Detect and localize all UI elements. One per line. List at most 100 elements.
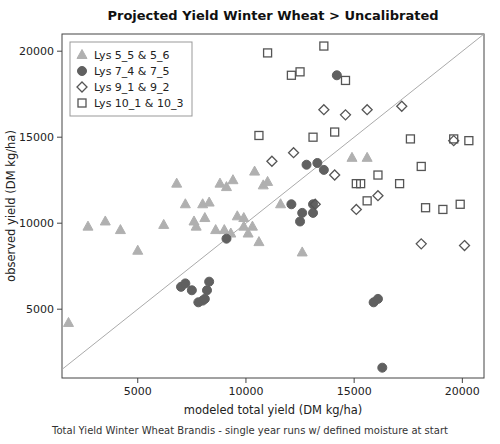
point bbox=[357, 180, 365, 188]
point bbox=[296, 68, 304, 76]
point bbox=[319, 165, 328, 174]
point bbox=[439, 205, 447, 213]
point bbox=[331, 128, 339, 136]
point bbox=[422, 204, 430, 212]
point bbox=[449, 136, 459, 146]
point bbox=[330, 170, 340, 180]
point bbox=[219, 225, 229, 234]
point bbox=[373, 191, 383, 201]
y-tick bbox=[57, 309, 62, 310]
point bbox=[264, 49, 272, 57]
point bbox=[100, 216, 110, 225]
point bbox=[180, 199, 190, 208]
point bbox=[202, 286, 211, 295]
legend-marker bbox=[77, 50, 87, 59]
point bbox=[263, 176, 273, 185]
point bbox=[362, 105, 372, 115]
point bbox=[313, 159, 322, 168]
point bbox=[187, 286, 196, 295]
series bbox=[255, 42, 473, 213]
point bbox=[341, 76, 349, 84]
point bbox=[254, 237, 264, 246]
x-axis-label: modeled total yield (DM kg/ha) bbox=[184, 403, 363, 417]
legend-marker bbox=[77, 82, 87, 92]
point bbox=[247, 221, 257, 230]
point bbox=[340, 110, 350, 120]
point bbox=[287, 71, 295, 79]
point bbox=[320, 42, 328, 50]
x-tick-label: 10000 bbox=[228, 385, 263, 398]
legend-label: Lys 7_4 & 7_5 bbox=[94, 65, 169, 78]
legend-label: Lys 5_5 & 5_6 bbox=[94, 49, 169, 62]
legend-marker bbox=[78, 67, 87, 76]
point bbox=[460, 241, 470, 251]
series bbox=[177, 71, 387, 372]
x-tick-label: 5000 bbox=[124, 385, 152, 398]
x-tick-label: 20000 bbox=[445, 385, 480, 398]
point bbox=[406, 135, 414, 143]
point bbox=[456, 200, 464, 208]
y-tick-label: 5000 bbox=[26, 303, 54, 316]
y-tick bbox=[57, 51, 62, 52]
point bbox=[287, 200, 296, 209]
point bbox=[362, 152, 372, 161]
point bbox=[159, 219, 169, 228]
legend-label: Lys 9_1 & 9_2 bbox=[94, 81, 169, 94]
x-tick bbox=[354, 378, 355, 383]
point bbox=[363, 197, 371, 205]
point bbox=[416, 239, 426, 249]
point bbox=[211, 225, 221, 234]
point bbox=[465, 137, 473, 145]
point bbox=[172, 178, 182, 187]
x-tick bbox=[462, 378, 463, 383]
y-tick-label: 15000 bbox=[19, 131, 54, 144]
x-tick bbox=[245, 378, 246, 383]
point bbox=[302, 160, 311, 169]
point bbox=[289, 148, 299, 158]
x-tick bbox=[137, 378, 138, 383]
series bbox=[63, 152, 372, 326]
point bbox=[373, 294, 382, 303]
point bbox=[181, 279, 190, 288]
diagonal-line bbox=[62, 34, 484, 378]
point bbox=[309, 133, 317, 141]
point bbox=[396, 180, 404, 188]
y-tick bbox=[57, 137, 62, 138]
point bbox=[397, 101, 407, 111]
point bbox=[200, 294, 209, 303]
y-tick bbox=[57, 223, 62, 224]
point bbox=[267, 156, 277, 166]
point bbox=[115, 225, 125, 234]
title: Projected Yield Winter Wheat > Uncalibra… bbox=[107, 8, 438, 23]
x-tick-label: 15000 bbox=[337, 385, 372, 398]
point bbox=[374, 171, 382, 179]
y-tick-label: 10000 bbox=[19, 217, 54, 230]
point bbox=[450, 135, 458, 143]
point bbox=[255, 131, 263, 139]
point bbox=[204, 197, 214, 206]
plot-frame bbox=[62, 34, 484, 378]
point bbox=[296, 217, 305, 226]
chart: 5000 10000 15000 20000 5000 10000 15000 20000 Ly… bbox=[0, 0, 500, 444]
point bbox=[332, 71, 341, 80]
point bbox=[378, 363, 387, 372]
plot-area bbox=[62, 34, 484, 378]
legend: Lys 5_5 & 5_6Lys 7_4 & 7_5Lys 9_1 & 9_2L… bbox=[70, 42, 192, 116]
point bbox=[191, 221, 201, 230]
point bbox=[319, 105, 329, 115]
legend-box bbox=[70, 42, 192, 116]
point bbox=[83, 221, 93, 230]
point bbox=[228, 175, 238, 184]
point bbox=[297, 247, 307, 256]
point bbox=[215, 178, 225, 187]
point bbox=[298, 208, 307, 217]
point bbox=[351, 204, 361, 214]
y-tick-label: 20000 bbox=[19, 45, 54, 58]
point bbox=[200, 213, 210, 222]
point bbox=[347, 152, 357, 161]
point bbox=[205, 277, 214, 286]
point bbox=[310, 199, 320, 209]
point bbox=[417, 162, 425, 170]
series bbox=[267, 101, 470, 250]
point bbox=[63, 317, 73, 326]
